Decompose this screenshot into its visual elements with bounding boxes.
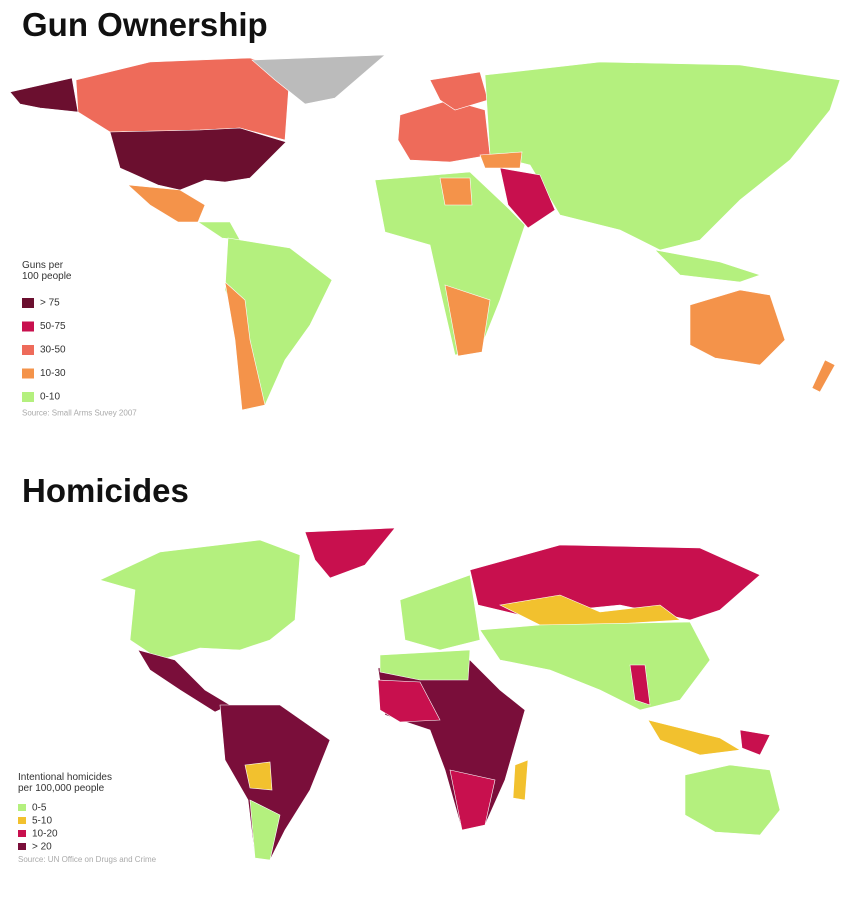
indonesia <box>647 719 741 756</box>
canada <box>75 57 291 141</box>
alaska <box>9 77 79 113</box>
scandinavia <box>429 71 489 111</box>
map-title: Homicides <box>22 472 189 509</box>
legend-title: per 100,000 people <box>18 783 105 794</box>
legend-label: 10-20 <box>32 829 58 840</box>
legend-label: 30-50 <box>40 345 66 356</box>
legend-swatch <box>18 817 26 824</box>
south-africa <box>449 769 496 831</box>
legend-label: > 20 <box>32 842 52 853</box>
new-zealand <box>811 359 836 393</box>
source: Source: Small Arms Suvey 2007 <box>22 409 137 418</box>
legend-swatch <box>18 804 26 811</box>
legend-label: 10-30 <box>40 368 66 379</box>
australia <box>689 289 786 366</box>
png <box>739 729 771 756</box>
australia <box>684 764 781 836</box>
gun-map <box>9 54 841 411</box>
legend-swatch <box>22 368 34 379</box>
europe <box>397 99 491 163</box>
legend-label: 50-75 <box>40 321 66 332</box>
legend-swatch <box>18 830 26 837</box>
west-africa <box>377 679 441 723</box>
source: Source: UN Office on Drugs and Crime <box>18 855 157 864</box>
mexico <box>127 184 206 223</box>
central-america <box>197 221 241 241</box>
southern-africa <box>444 284 491 357</box>
legend-swatch <box>18 843 26 850</box>
legend-swatch <box>22 392 34 402</box>
usa <box>109 127 287 191</box>
legend-label: 0-5 <box>32 803 47 814</box>
legend-swatch <box>22 321 34 332</box>
legend-title: Intentional homicides <box>18 772 112 783</box>
greenland <box>251 54 386 105</box>
legend-swatch <box>22 298 34 308</box>
turkey <box>479 151 523 169</box>
legend-swatch <box>22 345 34 355</box>
asia <box>479 621 711 711</box>
legend-label: > 75 <box>40 298 60 309</box>
arabia <box>499 167 556 229</box>
south-america <box>219 704 331 861</box>
legend-label: 0-10 <box>40 392 60 403</box>
legend-label: 5-10 <box>32 816 52 827</box>
north-africa <box>379 649 471 681</box>
greenland <box>304 527 396 579</box>
legend-title: 100 people <box>22 271 72 282</box>
europe <box>399 574 481 651</box>
bolivia <box>244 761 273 791</box>
map-title: Gun Ownership <box>22 6 268 43</box>
north-america <box>99 539 301 661</box>
andes <box>224 281 266 411</box>
mexico-central <box>137 649 231 713</box>
legend-title: Guns per <box>22 260 64 271</box>
asia <box>484 61 841 251</box>
myanmar <box>629 664 651 706</box>
libya <box>439 177 473 206</box>
homicide-map <box>99 527 781 861</box>
madagascar <box>512 759 529 801</box>
southern-cone <box>249 799 281 861</box>
indonesia <box>654 249 761 283</box>
